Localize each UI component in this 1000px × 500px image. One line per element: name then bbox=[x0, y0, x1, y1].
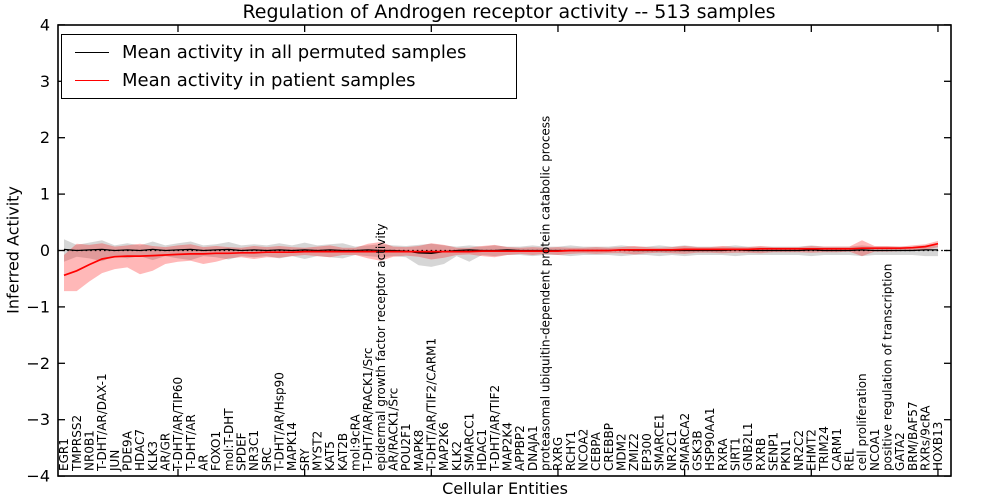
x-entity-label: JUN bbox=[108, 450, 122, 472]
x-entity-label: KLK3 bbox=[146, 441, 160, 471]
x-entity-label: ZMIZ2 bbox=[627, 433, 641, 471]
x-entity-label: CREBBP bbox=[602, 423, 616, 471]
x-entity-label: MAPK14 bbox=[285, 422, 299, 471]
x-entity-label: T-DHT/AR/DAX-1 bbox=[95, 373, 109, 472]
x-entity-label: mol:T-DHT bbox=[222, 408, 236, 471]
x-entity-label: POU2F1 bbox=[399, 423, 413, 471]
y-tick-label: 3 bbox=[40, 72, 50, 91]
x-entity-label: T-DHT/AR/Hsp90 bbox=[273, 372, 287, 472]
x-entity-label: CARM1 bbox=[830, 428, 844, 471]
entity-labels: EGR1TMPRSS2NR0B1T-DHT/AR/DAX-1JUNPDE9AHD… bbox=[57, 116, 945, 472]
y-tick-label: 0 bbox=[40, 241, 50, 260]
legend-label-patient: Mean activity in patient samples bbox=[122, 70, 416, 91]
patient-line-swatch bbox=[75, 80, 109, 81]
x-entity-label: HDAC1 bbox=[475, 429, 489, 471]
x-entity-label: KLK2 bbox=[450, 441, 464, 471]
permuted-line-swatch bbox=[75, 52, 109, 53]
x-entity-label: epidermal growth factor receptor activit… bbox=[374, 224, 388, 471]
x-entity-label: APPBP2 bbox=[513, 425, 527, 471]
x-entity-label: FOXO1 bbox=[209, 431, 223, 471]
permuted-confidence-band bbox=[64, 239, 938, 267]
x-entity-label: mol:9cRA bbox=[349, 414, 363, 471]
legend-label-permuted: Mean activity in all permuted samples bbox=[122, 42, 467, 63]
x-entity-label: NR3C1 bbox=[247, 430, 261, 471]
x-entity-label: SIRT1 bbox=[729, 437, 743, 471]
x-entity-label: DNAJA1 bbox=[526, 425, 540, 471]
x-entity-label: MDM2 bbox=[615, 433, 629, 471]
x-entity-label: T-DHT/AR/TIF2 bbox=[488, 385, 502, 472]
x-entity-label: SENP1 bbox=[767, 432, 781, 471]
x-entity-label: NCOA1 bbox=[868, 429, 882, 471]
x-entity-label: MAP2K4 bbox=[501, 422, 515, 471]
x-entity-label: SPDEF bbox=[235, 432, 249, 471]
x-entity-label: REL bbox=[843, 448, 857, 471]
y-tick-label: 2 bbox=[40, 128, 50, 147]
x-entity-label: NCOA2 bbox=[577, 429, 591, 471]
x-entity-label: GNB2L1 bbox=[741, 423, 755, 471]
permuted-mean-line bbox=[63, 248, 938, 254]
legend: Mean activity in all permuted samples Me… bbox=[61, 34, 517, 99]
y-tick-label: 4 bbox=[40, 15, 50, 34]
x-entity-label: HSP90AA1 bbox=[703, 407, 717, 471]
x-entity-label: proteasomal ubiquitin-dependent protein … bbox=[539, 116, 553, 471]
x-entity-label: CEBPA bbox=[589, 431, 603, 471]
x-entity-label: SRC bbox=[260, 447, 274, 471]
x-axis-label: Cellular Entities bbox=[442, 479, 568, 498]
y-tick-label: −4 bbox=[26, 467, 50, 486]
x-entity-label: NR0B1 bbox=[83, 430, 97, 471]
x-entity-label: KAT2B bbox=[336, 433, 350, 471]
x-entity-label: GATA2 bbox=[893, 432, 907, 471]
x-entity-label: TRIM24 bbox=[817, 426, 831, 472]
x-entity-label: PKN1 bbox=[779, 439, 793, 471]
chart-title: Regulation of Androgen receptor activity… bbox=[242, 1, 776, 23]
x-entity-label: cell proliferation bbox=[855, 373, 869, 471]
y-tick-label: −1 bbox=[26, 297, 50, 316]
x-entity-label: GSK3B bbox=[691, 430, 705, 471]
x-entity-label: AR/RACK1/Src bbox=[387, 388, 401, 471]
x-entity-label: KAT5 bbox=[323, 441, 337, 471]
legend-entry-patient: Mean activity in patient samples bbox=[75, 70, 516, 91]
legend-entry-permuted: Mean activity in all permuted samples bbox=[75, 42, 516, 63]
x-entity-label: RXRB bbox=[754, 438, 768, 471]
x-entity-label: RXRA bbox=[716, 438, 730, 471]
x-entity-label: T-DHT/AR/TIP60 bbox=[171, 377, 185, 472]
x-entity-label: AR/GR bbox=[159, 433, 173, 471]
x-entity-label: SMARCE1 bbox=[653, 413, 667, 471]
x-entity-label: SMARCA2 bbox=[678, 413, 692, 471]
x-entity-label: AR bbox=[197, 454, 211, 471]
x-entity-label: EGR1 bbox=[57, 438, 71, 471]
x-entity-label: RXRs/9cRA bbox=[919, 405, 933, 471]
x-entity-label: MAPK8 bbox=[412, 430, 426, 471]
x-entity-label: PDE9A bbox=[121, 430, 135, 471]
x-entity-label: SRY bbox=[298, 448, 312, 471]
x-entity-label: T-DHT/AR bbox=[184, 414, 198, 472]
x-entity-label: TMPRSS2 bbox=[70, 415, 84, 472]
y-tick-label: −3 bbox=[26, 410, 50, 429]
patient-confidence-band bbox=[64, 240, 938, 292]
x-entity-label: BRM/BAF57 bbox=[906, 401, 920, 471]
x-entity-label: RXRG bbox=[551, 437, 565, 471]
x-entity-label: T-DHT/AR/TIF2/CARM1 bbox=[425, 338, 439, 472]
x-entity-label: EP300 bbox=[640, 433, 654, 471]
patient-mean-line bbox=[63, 242, 939, 277]
x-entity-label: NR2C2 bbox=[792, 430, 806, 471]
x-entity-label: HDAC7 bbox=[133, 429, 147, 471]
x-entity-label: T-DHT/AR/RACK1/Src bbox=[361, 348, 375, 472]
x-entity-label: EHMT2 bbox=[805, 429, 819, 471]
x-entity-label: MYST2 bbox=[311, 431, 325, 471]
x-entity-label: SMARCC1 bbox=[463, 413, 477, 471]
x-axis-ticks bbox=[177, 25, 939, 476]
x-entity-label: NR2C1 bbox=[665, 430, 679, 471]
x-entity-label: RCHY1 bbox=[564, 431, 578, 471]
x-entity-label: positive regulation of transcription bbox=[881, 264, 895, 471]
y-tick-label: −2 bbox=[26, 354, 50, 373]
y-axis-ticks: −4 −3 −2 −1 0 1 2 3 4 bbox=[26, 15, 951, 486]
x-entity-label: HOXB13 bbox=[931, 422, 945, 471]
y-tick-label: 1 bbox=[40, 185, 50, 204]
x-entity-label: MAP2K6 bbox=[437, 422, 451, 471]
